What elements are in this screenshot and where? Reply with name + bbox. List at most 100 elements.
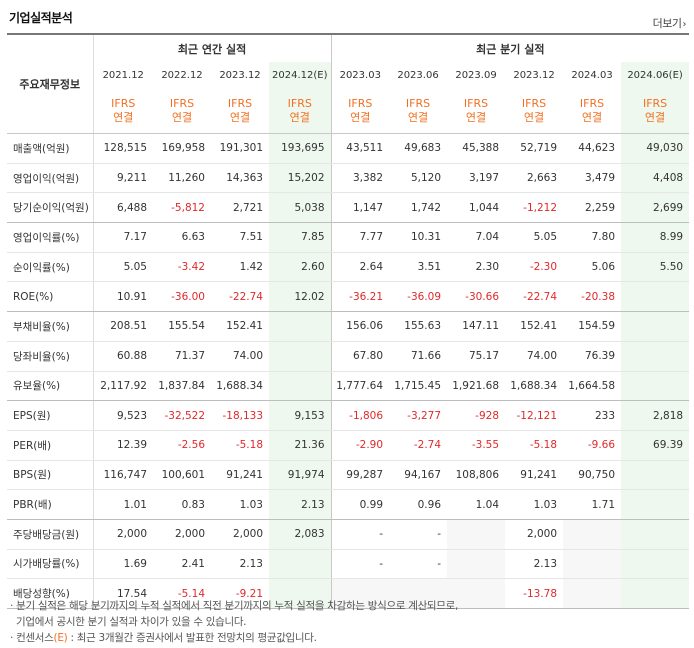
table-cell: 17.54 <box>93 578 153 609</box>
table-cell <box>621 549 690 580</box>
table-cell: 7.80 <box>563 222 622 253</box>
table-cell: 69.39 <box>621 430 690 461</box>
table-cell: 71.66 <box>389 341 448 372</box>
table-cell: 91,241 <box>505 460 564 491</box>
table-cell: 94,167 <box>389 460 448 491</box>
table-cell: 7.04 <box>447 222 506 253</box>
table-row: PBR(배) 1.01 0.83 1.03 2.13 0.99 0.96 1.04 1.03 1.… <box>7 489 690 520</box>
table-cell: 2,000 <box>211 519 269 550</box>
table-cell: 8.99 <box>621 222 690 253</box>
footnote-2-suffix: : 최근 3개월간 증권사에서 발표한 전망치의 평균값입니다. <box>70 632 317 644</box>
table-cell: 49,683 <box>389 133 448 164</box>
table-cell: 2,818 <box>621 400 690 431</box>
table-cell: 7.51 <box>211 222 269 253</box>
basis-ifrs: IFRS <box>463 97 489 110</box>
table-cell: 2,663 <box>505 163 564 194</box>
table-cell: 191,301 <box>211 133 269 164</box>
table-cell: -3,277 <box>389 400 448 431</box>
table-cell: 21.36 <box>269 430 332 461</box>
table-cell: 5.50 <box>621 252 690 283</box>
table-row: 영업이익률(%) 7.17 6.63 7.51 7.85 7.77 10.31 7.04 5.0… <box>7 222 690 253</box>
table-cell: 7.77 <box>331 222 390 253</box>
footnote-1: · 분기 실적은 해당 분기까지의 누적 실적에서 직전 분기까지의 누적 실적… <box>10 600 459 612</box>
table-cell: -20.38 <box>563 281 622 313</box>
table-cell: -2.74 <box>389 430 448 461</box>
table-cell: 52,719 <box>505 133 564 164</box>
row-label: ROE(%) <box>7 281 94 313</box>
table-cell <box>269 341 332 372</box>
table-cell: 208.51 <box>93 311 153 342</box>
basis-consolidated: 연결 <box>229 111 251 124</box>
table-cell: 43,511 <box>331 133 390 164</box>
row-label: 영업이익(억원) <box>7 163 94 194</box>
table-cell: 2,083 <box>269 519 332 550</box>
table-cell: 2,259 <box>563 192 622 224</box>
row-label: PBR(배) <box>7 489 94 520</box>
more-link[interactable]: 더보기› <box>653 15 687 31</box>
row-label: EPS(원) <box>7 400 94 431</box>
table-cell: 7.17 <box>93 222 153 253</box>
table-cell: -3.55 <box>447 430 506 461</box>
table-cell: - <box>389 519 448 550</box>
table-cell: 1,044 <box>447 192 506 224</box>
table-cell: 0.99 <box>331 489 390 520</box>
row-label: 시가배당률(%) <box>7 549 94 580</box>
period-header: 2023.06 <box>397 70 439 81</box>
table-cell: -30.66 <box>447 281 506 313</box>
table-cell <box>621 341 690 372</box>
footnote-1-text: 분기 실적은 해당 분기까지의 누적 실적에서 직전 분기까지의 누적 실적을 … <box>16 600 459 612</box>
table-cell: -12,121 <box>505 400 564 431</box>
table-cell: 169,958 <box>153 133 211 164</box>
basis-consolidated: 연결 <box>171 111 193 124</box>
table-cell: 5,120 <box>389 163 448 194</box>
table-cell: 2.13 <box>269 489 332 520</box>
period-header: 2023.12 <box>219 70 261 81</box>
table-cell: 2.41 <box>153 549 211 580</box>
table-cell: 2,117.92 <box>93 371 153 402</box>
table-cell: - <box>331 549 390 580</box>
basis-ifrs: IFRS <box>521 97 547 110</box>
table-cell: 1.01 <box>93 489 153 520</box>
basis-ifrs: IFRS <box>287 97 312 110</box>
table-cell: 99,287 <box>331 460 390 491</box>
table-cell <box>447 549 506 580</box>
basis-consolidated: 연결 <box>113 111 134 124</box>
period-header: 2024.12(E) <box>269 62 332 89</box>
chevron-right-icon: › <box>682 19 687 30</box>
table-cell: 1,147 <box>331 192 390 224</box>
table-cell <box>447 519 506 550</box>
table-cell: 1,688.34 <box>505 371 564 402</box>
period-header: 2024.03 <box>571 70 613 81</box>
table-cell: 5.06 <box>563 252 622 283</box>
table-cell: -22.74 <box>505 281 564 313</box>
table-cell <box>621 489 690 520</box>
footnote-2-e: (E) <box>53 632 68 644</box>
table-cell <box>269 311 332 342</box>
table-cell: 1,664.58 <box>563 371 622 402</box>
table-cell: -36.09 <box>389 281 448 313</box>
row-label: PER(배) <box>7 430 94 461</box>
table-cell: 2,000 <box>505 519 564 550</box>
basis-ifrs: IFRS <box>579 97 605 110</box>
table-cell: 12.02 <box>269 281 332 313</box>
basis-header: IFRS 연결 <box>621 89 690 134</box>
table-row: 당기순이익(억원) 6,488 -5,812 2,721 5,038 1,147 1,742… <box>7 192 690 224</box>
table-cell: 0.96 <box>389 489 448 520</box>
table-row: BPS(원) 116,747 100,601 91,241 91,974 99,287 94… <box>7 460 690 491</box>
table-cell: 5.05 <box>93 252 153 283</box>
table-cell: 152.41 <box>211 311 269 342</box>
period-header: 2024.06(E) <box>621 62 690 89</box>
table-cell: 6,488 <box>93 192 153 224</box>
table-cell: 75.17 <box>447 341 506 372</box>
section-title: 기업실적분석 <box>9 11 73 25</box>
table-cell: 44,623 <box>563 133 622 164</box>
table-cell: 1.03 <box>211 489 269 520</box>
annual-group-header: 최근 연간 실적 <box>93 33 332 62</box>
table-cell: 74.00 <box>505 341 564 372</box>
table-cell: 1.69 <box>93 549 153 580</box>
table-row: 영업이익(억원) 9,211 11,260 14,363 15,202 3,382 5,12… <box>7 163 690 194</box>
table-cell: -2.90 <box>331 430 390 461</box>
table-cell <box>621 460 690 491</box>
table-cell <box>331 578 390 609</box>
table-cell: 60.88 <box>93 341 153 372</box>
